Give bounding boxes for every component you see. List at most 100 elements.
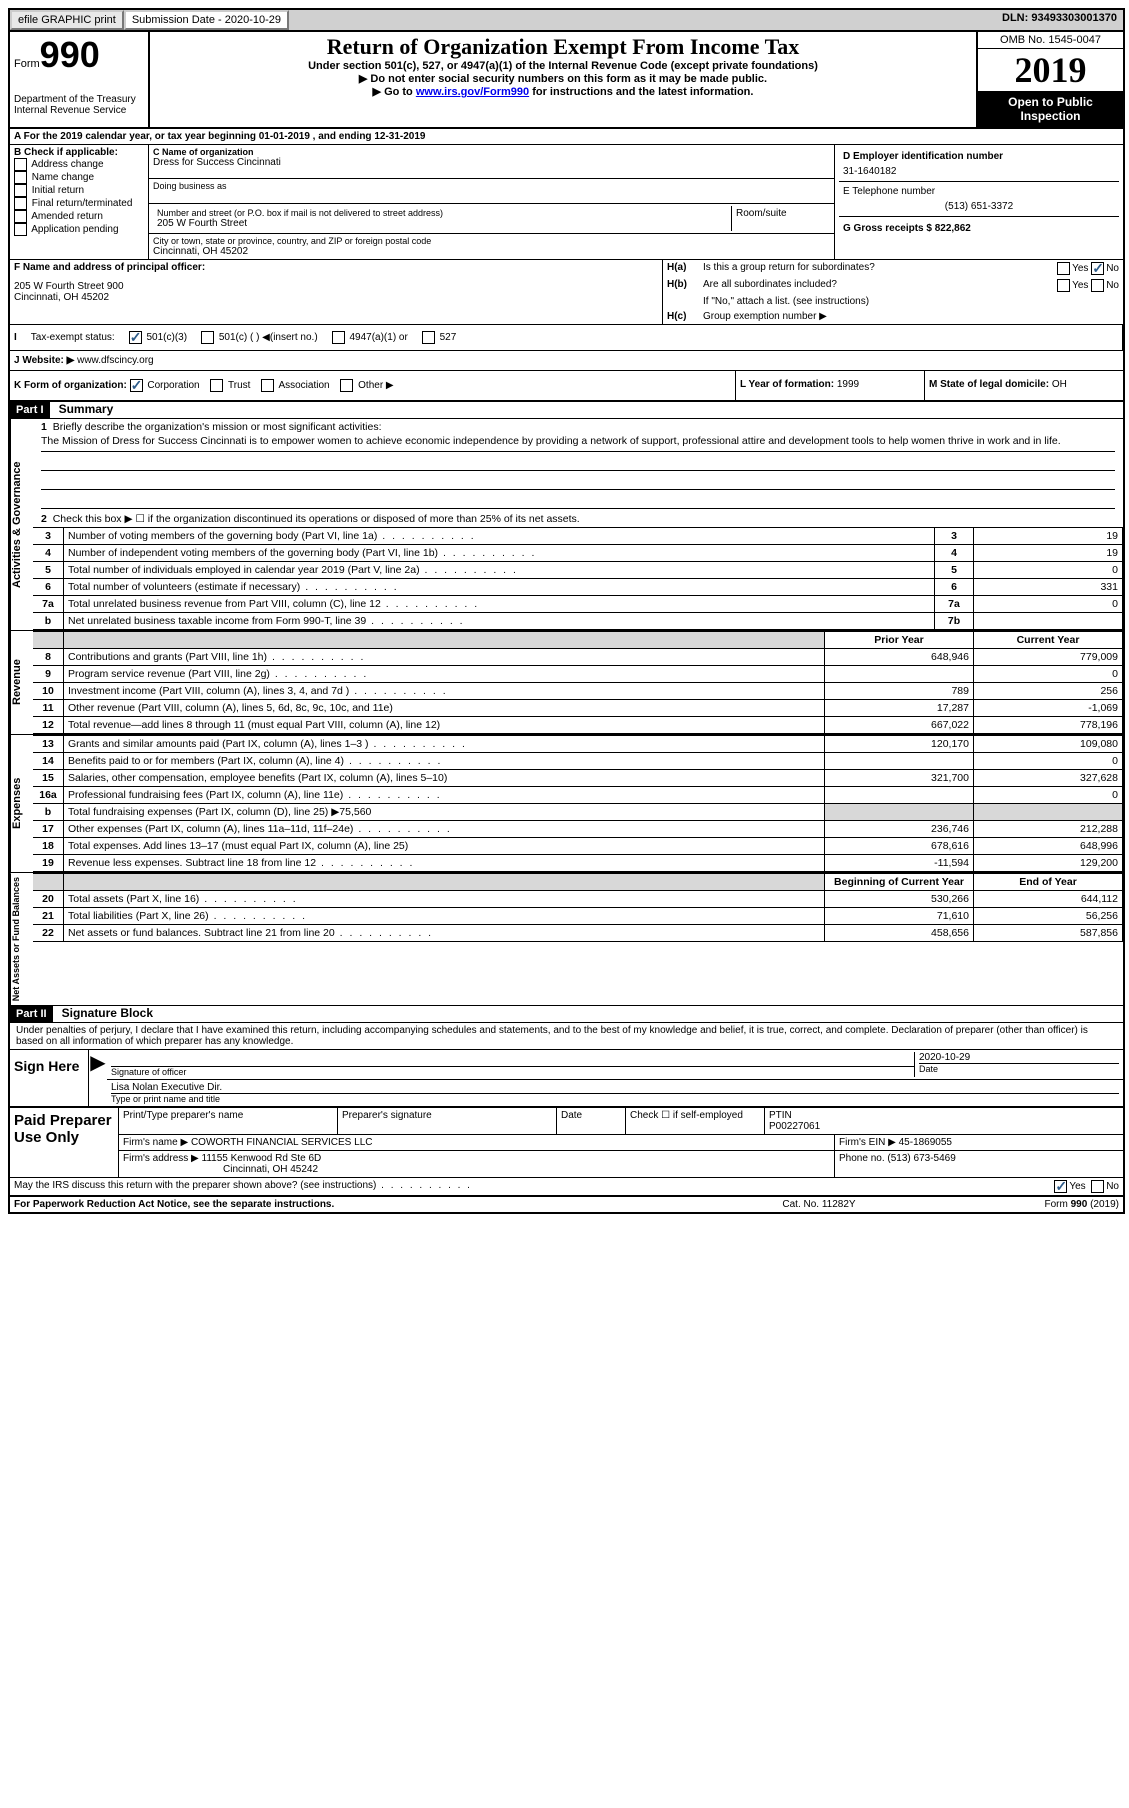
side-label-revenue: Revenue — [10, 631, 33, 734]
expenses-section: Expenses 13Grants and similar amounts pa… — [10, 734, 1123, 872]
paid-preparer-section: Paid Preparer Use Only Print/Type prepar… — [10, 1107, 1123, 1177]
mission-text: The Mission of Dress for Success Cincinn… — [41, 433, 1115, 452]
check-amended[interactable] — [14, 210, 27, 223]
efile-print-button[interactable]: efile GRAPHIC print — [10, 10, 124, 30]
firm-ein-value: 45-1869055 — [899, 1137, 952, 1148]
row-j-label: J — [14, 355, 20, 366]
open-inspection: Open to PublicInspection — [978, 91, 1123, 127]
instr-2: ▶ Go to www.irs.gov/Form990 for instruct… — [158, 85, 968, 98]
print-name-label: Print/Type preparer's name — [119, 1108, 338, 1134]
form-number: 990 — [40, 34, 100, 75]
row-l-label: L Year of formation: — [740, 379, 834, 390]
firm-phone-value: (513) 673-5469 — [887, 1153, 955, 1164]
check-trust[interactable] — [210, 379, 223, 392]
officer-label: F Name and address of principal officer: — [14, 262, 658, 273]
form-title: Return of Organization Exempt From Incom… — [158, 34, 968, 60]
tax-year: 2019 — [978, 49, 1123, 91]
check-assoc[interactable] — [261, 379, 274, 392]
part-2-header-row: Part II Signature Block — [10, 1006, 1123, 1023]
org-name-label: C Name of organization — [153, 147, 830, 157]
part-1-header: Part I — [10, 402, 50, 418]
sig-name-value: Lisa Nolan Executive Dir. — [111, 1082, 1119, 1093]
discuss-yes[interactable] — [1054, 1180, 1067, 1193]
hc-text: Group exemption number ▶ — [703, 311, 827, 322]
check-final[interactable] — [14, 197, 27, 210]
check-501c3[interactable] — [129, 331, 142, 344]
check-name-change[interactable] — [14, 171, 27, 184]
check-4947[interactable] — [332, 331, 345, 344]
firm-addr1: 11155 Kenwood Rd Ste 6D — [202, 1153, 322, 1164]
row-j: J Website: ▶ www.dfscincy.org — [10, 351, 1123, 371]
state-domicile: OH — [1052, 379, 1067, 390]
footer-center: Cat. No. 11282Y — [719, 1199, 919, 1210]
firm-addr-label: Firm's address ▶ — [123, 1153, 199, 1164]
box-b: B Check if applicable: Address change Na… — [10, 145, 149, 259]
self-employed-check: Check ☐ if self-employed — [626, 1108, 765, 1134]
ha-yes[interactable] — [1057, 262, 1070, 275]
check-527[interactable] — [422, 331, 435, 344]
box-c: C Name of organization Dress for Success… — [149, 145, 835, 259]
part-2-title: Signature Block — [56, 1004, 159, 1022]
box-f: F Name and address of principal officer:… — [10, 260, 663, 324]
sig-name-label: Type or print name and title — [111, 1093, 1119, 1104]
hb-yes[interactable] — [1057, 279, 1070, 292]
line-1-text: Briefly describe the organization's miss… — [53, 421, 382, 433]
governance-section: Activities & Governance 1 Briefly descri… — [10, 419, 1123, 630]
dba-label: Doing business as — [153, 181, 830, 191]
header-left: Form990 Department of the Treasury Inter… — [10, 32, 150, 127]
prep-sig-label: Preparer's signature — [338, 1108, 557, 1134]
ha-text: Is this a group return for subordinates? — [703, 262, 1057, 275]
box-h: H(a) Is this a group return for subordin… — [663, 260, 1123, 324]
side-label-expenses: Expenses — [10, 735, 33, 872]
form-subtitle: Under section 501(c), 527, or 4947(a)(1)… — [158, 60, 968, 72]
check-pending[interactable] — [14, 223, 27, 236]
part-1-title: Summary — [53, 400, 120, 418]
footer-left: For Paperwork Reduction Act Notice, see … — [14, 1199, 719, 1210]
firm-name-label: Firm's name ▶ — [123, 1137, 188, 1148]
firm-phone-label: Phone no. — [839, 1153, 885, 1164]
sign-arrow-icon: ▶ — [88, 1050, 107, 1106]
side-label-net: Net Assets or Fund Balances — [10, 873, 33, 1005]
form-990-container: efile GRAPHIC print Submission Date - 20… — [8, 8, 1125, 1214]
addr-value: 205 W Fourth Street — [157, 218, 727, 229]
hc-label: H(c) — [667, 311, 703, 322]
hb-note: If "No," attach a list. (see instruction… — [703, 296, 869, 307]
revenue-table: Prior YearCurrent Year 8Contributions an… — [33, 631, 1123, 734]
check-corp[interactable] — [130, 379, 143, 392]
ein-value: 31-1640182 — [843, 166, 1115, 177]
header-right: OMB No. 1545-0047 2019 Open to PublicIns… — [976, 32, 1123, 127]
discuss-no[interactable] — [1091, 1180, 1104, 1193]
website-label: Website: ▶ — [22, 355, 74, 366]
dept-treasury: Department of the Treasury — [14, 94, 144, 105]
hb-label: H(b) — [667, 279, 703, 292]
submission-date-field: Submission Date - 2020-10-29 — [124, 10, 289, 30]
line-1-num: 1 — [41, 421, 47, 433]
paid-prep-label: Paid Preparer Use Only — [10, 1108, 119, 1177]
check-initial[interactable] — [14, 184, 27, 197]
website-value: www.dfscincy.org — [77, 355, 154, 366]
line-a-tax-year: A For the 2019 calendar year, or tax yea… — [10, 129, 1123, 145]
year-formation: 1999 — [837, 379, 859, 390]
ha-no[interactable] — [1091, 262, 1104, 275]
ptin-label: PTIN — [769, 1110, 1119, 1121]
ein-label: D Employer identification number — [843, 151, 1115, 162]
form-prefix: Form — [14, 58, 40, 70]
instr-1: ▶ Do not enter social security numbers o… — [158, 72, 968, 85]
city-value: Cincinnati, OH 45202 — [153, 246, 830, 257]
check-501c[interactable] — [201, 331, 214, 344]
tax-exempt-label: Tax-exempt status: — [31, 332, 115, 343]
prep-date-label: Date — [557, 1108, 626, 1134]
side-label-governance: Activities & Governance — [10, 419, 33, 630]
form990-link[interactable]: www.irs.gov/Form990 — [416, 86, 529, 98]
governance-table: 3Number of voting members of the governi… — [33, 527, 1123, 630]
footer: For Paperwork Reduction Act Notice, see … — [10, 1195, 1123, 1212]
hb-no[interactable] — [1091, 279, 1104, 292]
check-addr-change[interactable] — [14, 158, 27, 171]
firm-addr2: Cincinnati, OH 45242 — [223, 1164, 318, 1175]
sig-date-value: 2020-10-29 — [919, 1052, 1119, 1063]
footer-right: Form 990 (2019) — [919, 1199, 1119, 1210]
part-1-header-row: Part I Summary — [10, 402, 1123, 419]
box-b-title: B Check if applicable: — [14, 147, 144, 158]
check-other[interactable] — [340, 379, 353, 392]
row-i-label: I — [14, 332, 17, 343]
